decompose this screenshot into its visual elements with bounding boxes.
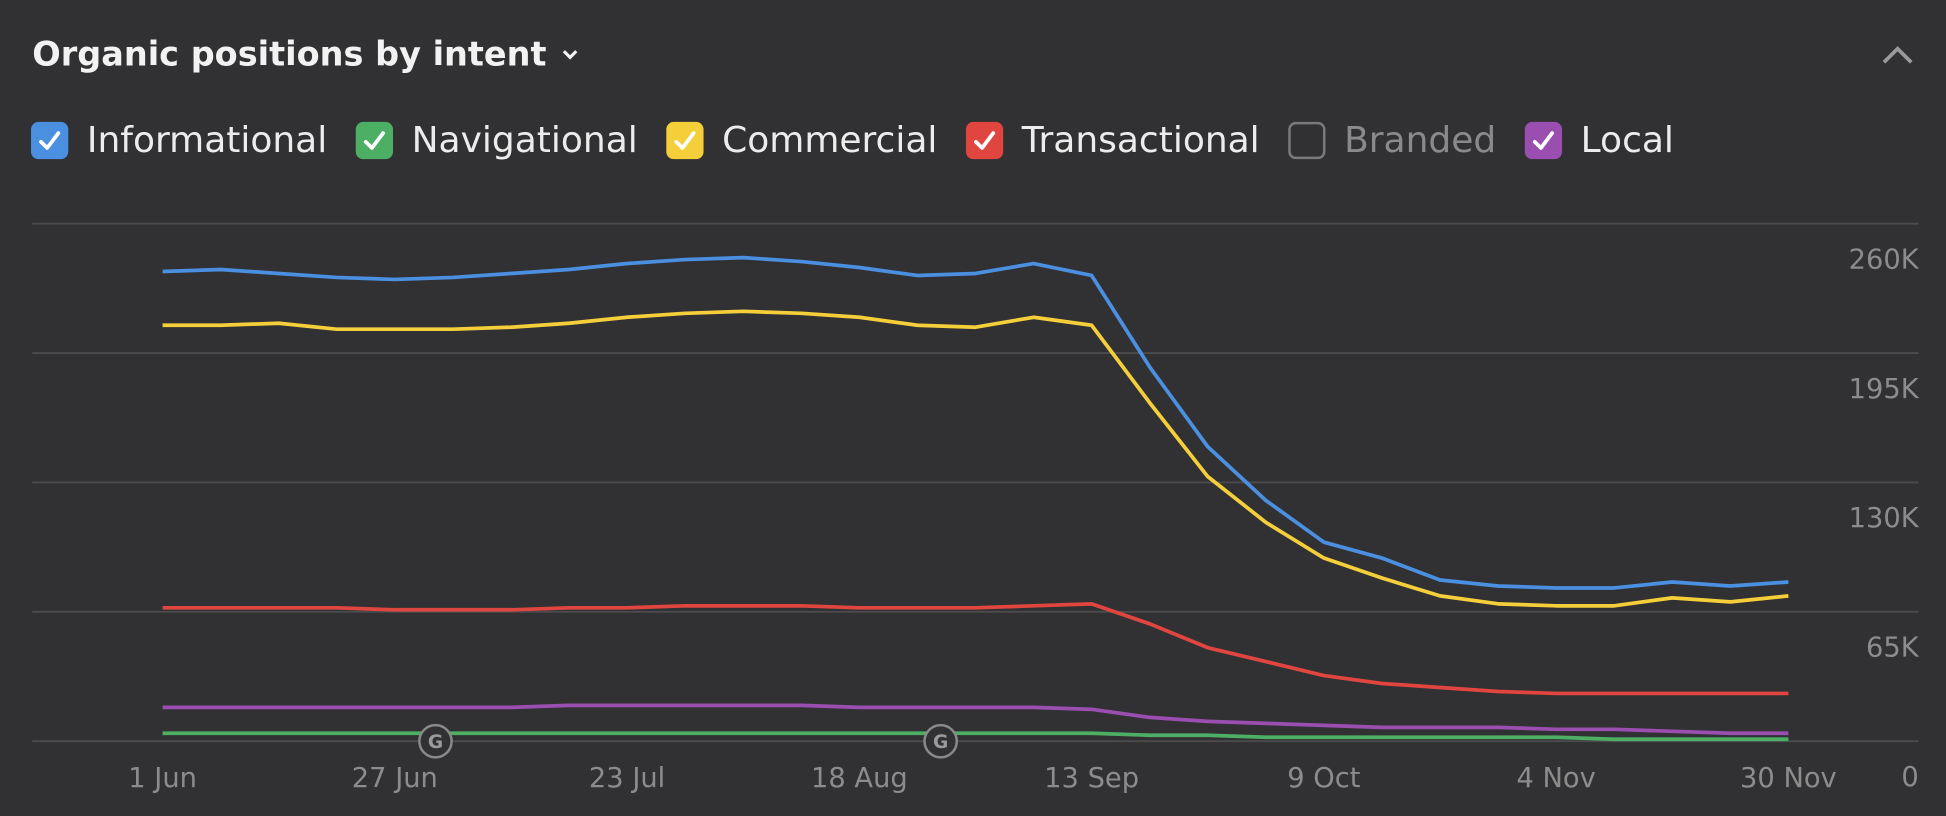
- x-tick-label: 18 Aug: [811, 763, 908, 794]
- dropdown-caret[interactable]: [562, 50, 578, 60]
- y-tick-label: 195K: [1849, 374, 1920, 405]
- series-line: [162, 703, 1789, 736]
- update-marker[interactable]: [923, 723, 959, 759]
- legend-checkbox[interactable]: [31, 121, 69, 160]
- update-marker-label: G: [933, 732, 948, 753]
- chart-title[interactable]: Organic positions by intent: [32, 35, 546, 74]
- x-tick-label: 23 Jul: [589, 763, 665, 794]
- x-tick-label: 30 Nov: [1740, 763, 1837, 794]
- collapse-button[interactable]: [1882, 46, 1913, 64]
- checkmark: [1532, 131, 1554, 150]
- legend-checkbox[interactable]: [1288, 121, 1326, 160]
- legend-checkbox[interactable]: [965, 121, 1004, 160]
- checkmark: [674, 131, 696, 150]
- update-marker-label: G: [428, 732, 443, 753]
- series-line: [162, 309, 1789, 608]
- update-marker[interactable]: [418, 723, 453, 759]
- legend-checkbox[interactable]: [666, 121, 704, 160]
- legend-checkbox[interactable]: [1524, 121, 1563, 160]
- x-tick-label: 1 Jun: [128, 763, 197, 794]
- series-line: [162, 601, 1789, 696]
- y-tick-label: 260K: [1849, 244, 1920, 275]
- x-tick-label: 9 Oct: [1287, 763, 1361, 794]
- legend-label[interactable]: Informational: [87, 120, 327, 161]
- x-tick-label: 4 Nov: [1516, 763, 1595, 794]
- legend-checkbox[interactable]: [355, 121, 394, 160]
- legend-label[interactable]: Navigational: [412, 120, 638, 161]
- x-tick-label: 27 Jun: [352, 763, 438, 794]
- y-tick-label: 65K: [1866, 633, 1920, 664]
- y-tick-label: 0: [1901, 762, 1918, 793]
- y-tick-label: 130K: [1849, 503, 1920, 534]
- series-line: [162, 255, 1789, 590]
- checkmark: [974, 131, 996, 150]
- legend-label[interactable]: Local: [1581, 120, 1674, 161]
- legend-label[interactable]: Commercial: [722, 120, 937, 161]
- legend-label[interactable]: Transactional: [1021, 120, 1260, 161]
- x-tick-label: 13 Sep: [1044, 763, 1139, 794]
- checkmark: [39, 131, 61, 150]
- checkmark: [363, 131, 385, 150]
- legend-label[interactable]: Branded: [1344, 120, 1496, 161]
